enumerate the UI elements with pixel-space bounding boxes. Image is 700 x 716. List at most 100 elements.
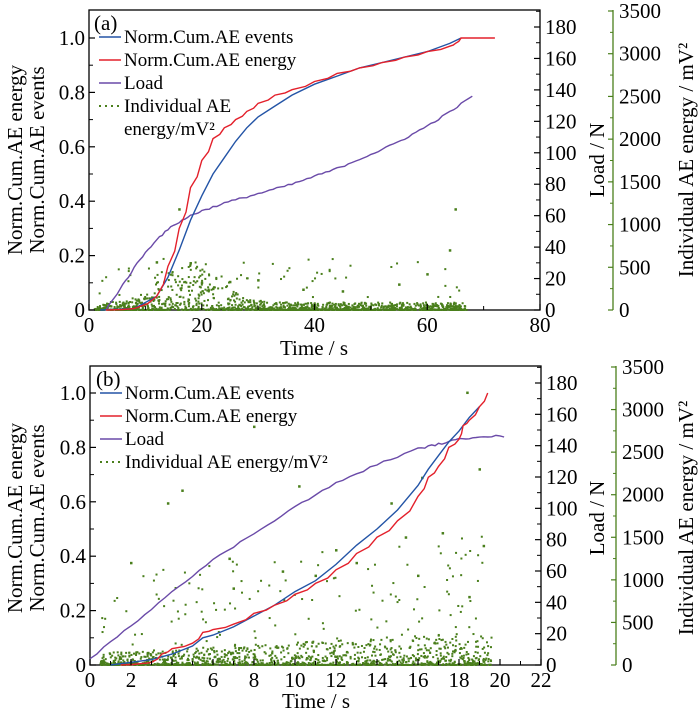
scatter-point [241, 308, 244, 311]
scatter-point [169, 307, 172, 310]
x-tick-label: 22 [531, 668, 552, 692]
scatter-point [212, 296, 215, 299]
scatter-point [270, 660, 273, 663]
y-right-tick-label: 140 [545, 78, 577, 102]
scatter-point [315, 307, 318, 310]
scatter-point [460, 657, 463, 660]
scatter-point [436, 304, 439, 307]
scatter-point [207, 288, 210, 291]
scatter-point [105, 304, 108, 307]
scatter-point [305, 658, 308, 661]
scatter-point [167, 285, 170, 288]
scatter-point [280, 645, 283, 648]
scatter-point [401, 302, 404, 305]
scatter-point [441, 304, 444, 307]
scatter-point [194, 281, 197, 284]
scatter-point [461, 302, 464, 305]
scatter-point [145, 660, 148, 663]
scatter-point [451, 575, 454, 578]
scatter-point [201, 659, 204, 662]
scatter-point [450, 658, 453, 661]
scatter-point [380, 306, 383, 309]
scatter-point [176, 302, 179, 305]
scatter-point [376, 626, 379, 629]
scatter-point [317, 654, 320, 657]
scatter-point [111, 654, 114, 657]
scatter-point [455, 286, 458, 289]
scatter-point [310, 645, 313, 648]
scatter-point [283, 275, 286, 278]
scatter-point [119, 304, 122, 307]
scatter-point [296, 641, 299, 644]
scatter-point [349, 655, 352, 658]
scatter-point [253, 630, 256, 633]
scatter-point [242, 306, 245, 309]
scatter-point [223, 306, 226, 309]
scatter-point [346, 307, 349, 310]
scatter-point [217, 304, 220, 307]
scatter-point [199, 269, 202, 272]
y-right2-tick-label: 1500 [619, 170, 661, 194]
scatter-point [381, 302, 384, 305]
scatter-point [170, 300, 173, 303]
scatter-point [399, 306, 402, 309]
scatter-point [133, 305, 136, 308]
scatter-point [205, 304, 208, 307]
scatter-point [162, 663, 165, 666]
scatter-point [365, 662, 368, 665]
scatter-point [287, 652, 290, 655]
scatter-point [153, 298, 156, 301]
scatter-point [111, 300, 114, 303]
scatter-point [373, 660, 376, 663]
scatter-point [365, 659, 368, 662]
scatter-point [418, 648, 421, 651]
scatter-point [364, 657, 367, 660]
scatter-point [287, 308, 290, 311]
scatter-point [337, 663, 340, 666]
scatter-point [333, 649, 336, 652]
scatter-point [240, 301, 243, 304]
scatter-point [118, 663, 121, 666]
scatter-point [440, 657, 443, 660]
scatter-point [445, 643, 448, 646]
scatter-point [351, 641, 354, 644]
scatter-point [234, 647, 237, 650]
scatter-point [476, 579, 479, 582]
scatter-point [223, 660, 226, 663]
scatter-point [391, 308, 394, 311]
scatter-point [151, 656, 154, 659]
scatter-point [140, 633, 143, 636]
scatter-point [448, 662, 451, 665]
scatter-point [252, 653, 255, 656]
scatter-point [288, 305, 291, 308]
scatter-point [250, 303, 253, 306]
scatter-point [158, 306, 161, 309]
scatter-point [177, 275, 180, 278]
scatter-point [468, 659, 471, 662]
scatter-point [160, 289, 163, 292]
scatter-point [186, 662, 189, 665]
scatter-point [133, 660, 136, 663]
scatter-point [314, 308, 317, 311]
scatter-point [312, 305, 315, 308]
scatter-point [372, 650, 375, 653]
scatter-point [287, 663, 290, 666]
scatter-point [385, 306, 388, 309]
scatter-point [334, 576, 337, 579]
scatter-point [201, 273, 204, 276]
scatter-point [268, 584, 271, 587]
scatter-point [192, 655, 195, 658]
scatter-point [414, 635, 417, 638]
scatter-point [307, 308, 310, 311]
scatter-point [393, 304, 396, 307]
scatter-point [453, 651, 456, 654]
scatter-point [394, 651, 397, 654]
scatter-point [216, 636, 219, 639]
scatter-point [358, 657, 361, 660]
scatter-point [123, 305, 126, 308]
y-right2-tick-label: 0 [619, 298, 630, 322]
scatter-point [272, 307, 275, 310]
scatter-point [314, 277, 317, 280]
scatter-point [465, 651, 468, 654]
scatter-point [178, 280, 181, 283]
